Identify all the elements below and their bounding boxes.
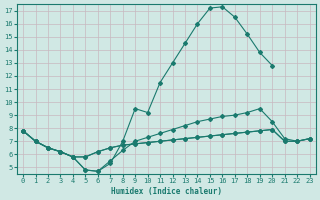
X-axis label: Humidex (Indice chaleur): Humidex (Indice chaleur)	[111, 187, 222, 196]
